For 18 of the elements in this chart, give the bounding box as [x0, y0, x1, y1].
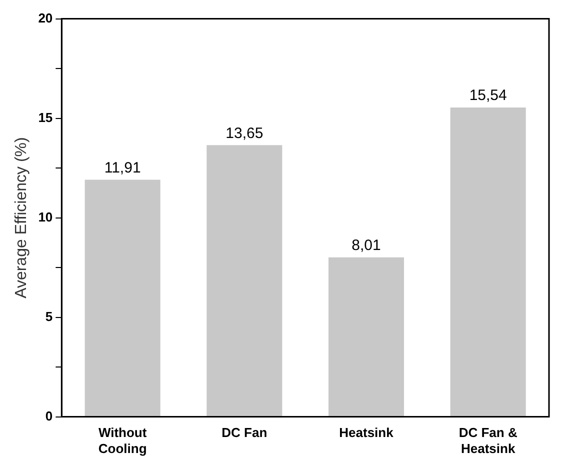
- data-label: 11,91: [104, 159, 141, 176]
- y-tick-label: 0: [45, 408, 53, 424]
- x-tick-label: DC Fan: [222, 425, 268, 440]
- bar: [328, 257, 404, 416]
- x-tick-label: Without Cooling: [98, 425, 148, 456]
- x-tick-label: Heatsink: [339, 425, 394, 440]
- y-tick-label: 10: [38, 209, 53, 224]
- bar: [450, 108, 526, 416]
- y-tick-label: 5: [45, 308, 53, 324]
- x-tick-label: DC Fan & Heatsink: [458, 425, 518, 456]
- data-label: 15,54: [469, 87, 507, 104]
- bar: [206, 145, 282, 416]
- bar: [84, 180, 160, 416]
- y-tick-label: 15: [38, 110, 53, 125]
- data-label: 8,01: [352, 237, 381, 254]
- y-axis-title: Average Efficiency (%): [13, 137, 30, 298]
- data-label: 13,65: [226, 124, 264, 142]
- y-tick-label: 20: [38, 10, 53, 26]
